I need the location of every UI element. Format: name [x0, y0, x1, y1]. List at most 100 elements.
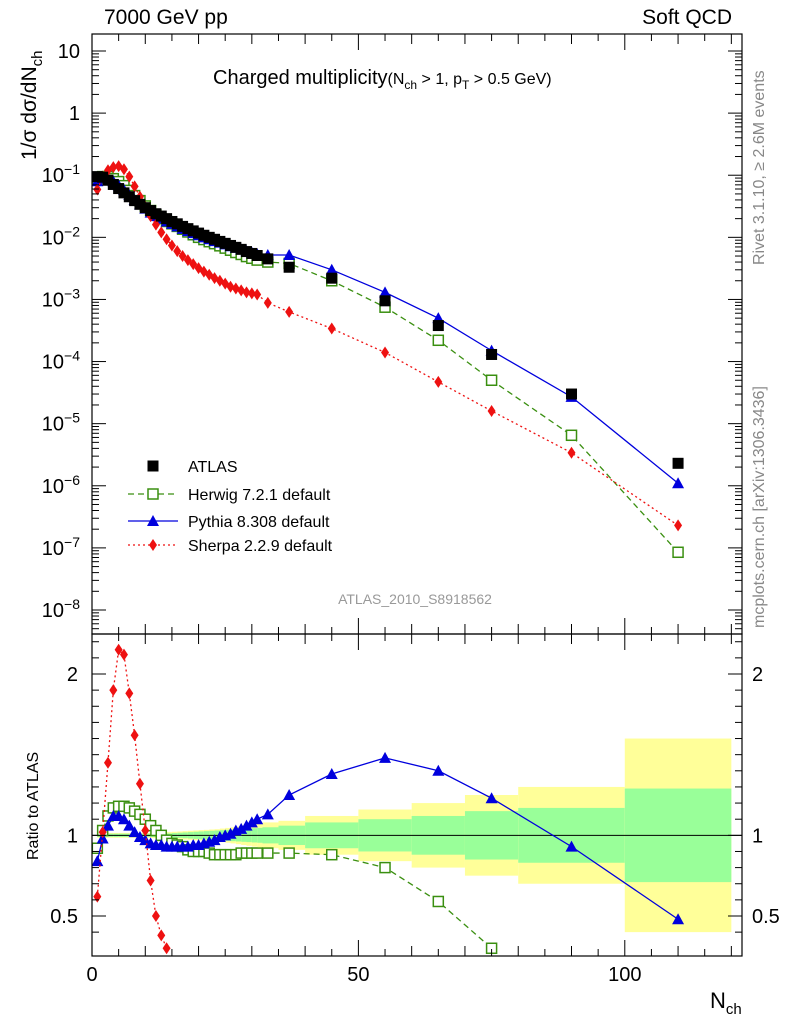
y-tick-label: 10	[58, 41, 80, 63]
data-point	[253, 288, 262, 301]
data-point	[231, 282, 240, 295]
ratio-point	[92, 855, 104, 867]
data-point	[379, 286, 392, 298]
data-point	[151, 218, 160, 231]
ratio-point	[123, 819, 136, 831]
ratio-y-axis-title: Ratio to ATLAS	[25, 752, 42, 860]
ratio-point	[283, 847, 295, 859]
x-axis: 0 50 100	[86, 34, 732, 986]
ratio-point	[565, 840, 578, 852]
data-point	[167, 239, 176, 252]
ratio-point	[151, 910, 160, 922]
data-point	[379, 295, 391, 307]
data-point	[566, 388, 578, 400]
ratio-y-tick-label-left: 0.5	[50, 906, 78, 928]
legend-label: Herwig 7.2.1 default	[188, 487, 331, 504]
y-tick-label: 10−7	[42, 534, 80, 560]
analysis-label: ATLAS_2010_S8918562	[338, 591, 492, 607]
plot-title: Charged multiplicity(Nch > 1, pT > 0.5 G…	[213, 67, 552, 92]
data-point	[283, 261, 295, 273]
y-tick-label: 10−3	[42, 285, 80, 311]
data-point	[157, 226, 166, 239]
ratio-series-sherpa-2-2-9-default	[93, 643, 171, 955]
x-tick-label: 0	[86, 964, 97, 986]
data-point	[381, 346, 390, 359]
ratio-series-line	[96, 648, 168, 949]
ratio-point	[146, 874, 155, 887]
data-point	[125, 170, 134, 183]
data-point	[262, 253, 274, 265]
data-point	[326, 272, 338, 284]
series-sherpa-2-2-9-default	[93, 160, 683, 532]
data-point	[251, 249, 263, 261]
legend-marker	[147, 515, 159, 526]
main-plot-area	[92, 160, 685, 559]
ratio-point	[326, 848, 338, 861]
legend-entry: ATLAS	[147, 459, 238, 476]
ratio-frame	[91, 633, 743, 957]
data-point	[119, 163, 128, 176]
ratio-point	[103, 756, 112, 769]
data-point	[173, 245, 182, 258]
mcplots-label: mcplots.cern.ch [arXiv:1306.3436]	[751, 386, 768, 628]
legend-entry: Sherpa 2.2.9 default	[128, 538, 333, 555]
ratio-series-pythia-8-308-default	[92, 751, 685, 925]
ratio-point	[224, 827, 237, 839]
ratio-point	[432, 895, 445, 908]
data-point	[183, 254, 192, 267]
ratio-y-axis: 0.5 0.5 1 1 2 2	[50, 641, 780, 933]
ratio-point	[379, 751, 392, 763]
data-point	[226, 280, 235, 293]
data-point	[109, 161, 118, 174]
legend-label: ATLAS	[188, 459, 238, 476]
ratio-point	[672, 913, 685, 925]
header-energy-label: 7000 GeV pp	[104, 6, 228, 29]
y-tick-label: 10−1	[42, 161, 80, 187]
data-point	[130, 180, 139, 193]
ratio-point	[240, 819, 253, 831]
ratio-point	[119, 648, 128, 661]
data-point	[283, 248, 296, 260]
ratio-point	[157, 929, 166, 942]
y-tick-label: 10−5	[42, 410, 80, 436]
data-point	[432, 334, 445, 347]
series-atlas	[92, 171, 684, 469]
data-point	[672, 477, 685, 489]
ratio-point	[135, 777, 144, 790]
y-tick-label: 10−6	[42, 472, 80, 498]
ratio-point	[208, 834, 221, 846]
y-tick-label: 1	[69, 103, 80, 125]
x-tick-label: 50	[347, 964, 369, 986]
ratio-y-tick-label-left: 1	[67, 825, 78, 847]
ratio-point	[325, 768, 338, 780]
ratio-point	[432, 764, 445, 776]
ratio-y-tick-label-right: 1	[752, 825, 763, 847]
data-point	[325, 263, 338, 275]
ratio-point	[141, 824, 150, 837]
legend-label: Pythia 8.308 default	[188, 514, 330, 531]
ratio-point	[125, 687, 134, 700]
header-process-label: Soft QCD	[642, 6, 732, 29]
main-y-axis-title: 1/σ dσ/dNch	[18, 51, 46, 160]
y-tick-label: 10−4	[42, 348, 80, 374]
data-point	[487, 404, 496, 417]
ratio-y-tick-label-right: 0.5	[752, 906, 780, 928]
legend-entry: Pythia 8.308 default	[128, 514, 330, 531]
ratio-point	[235, 822, 248, 834]
legend-marker	[147, 460, 159, 472]
data-point	[263, 296, 272, 309]
legend-entry: Herwig 7.2.1 default	[128, 487, 331, 504]
legend-marker	[147, 488, 159, 500]
data-point	[434, 375, 443, 388]
ratio-point	[251, 847, 263, 859]
ratio-point	[117, 813, 130, 825]
series-line	[96, 165, 679, 526]
data-point	[485, 374, 498, 387]
ratio-point	[101, 819, 114, 831]
data-point	[672, 546, 684, 559]
legend-marker	[149, 539, 157, 551]
data-point	[432, 320, 444, 332]
ratio-y-tick-label-right: 2	[752, 664, 763, 686]
main-y-axis: 10−8 10−7 10−6 10−5 10−4 10−3 10−2 10−1 1 10	[42, 41, 742, 630]
data-point	[162, 233, 171, 246]
